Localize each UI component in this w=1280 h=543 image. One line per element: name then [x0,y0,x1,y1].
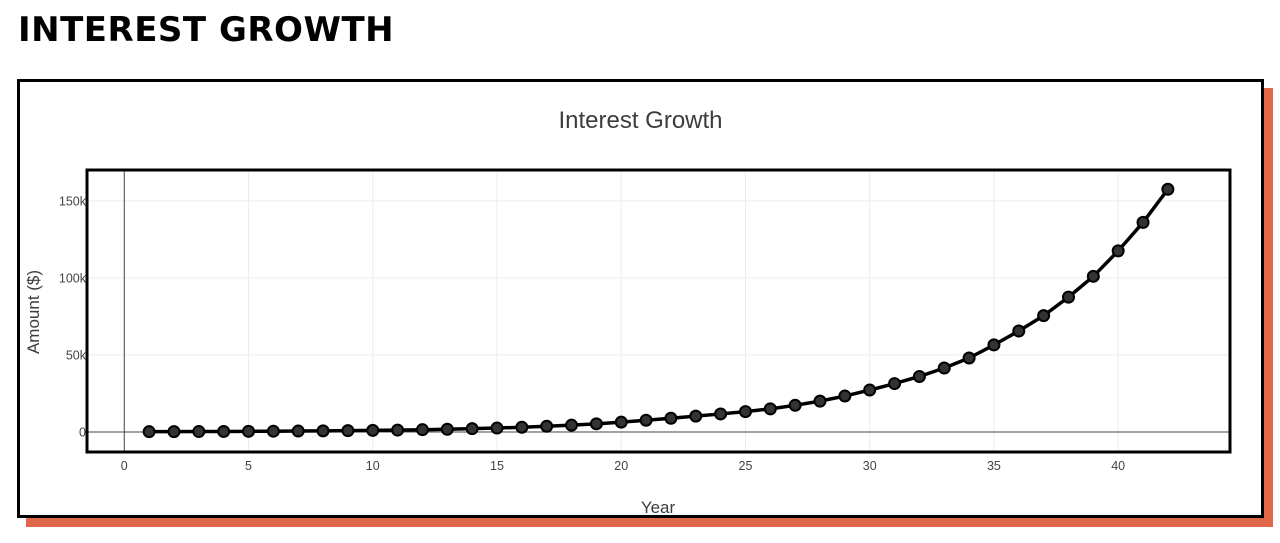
chart-card: 0 5 10 15 20 25 30 35 40 0 50k 100k 150k Interest Gr… [17,79,1264,518]
data-point [714,407,728,421]
y-tick-label: 50k [66,348,87,362]
series-line-group [142,182,1175,439]
series-line [149,188,1170,434]
data-point [490,421,504,435]
y-tick-label: 150k [59,194,87,208]
data-point [316,424,330,438]
data-point [888,377,902,391]
data-point [291,424,305,438]
data-point [465,422,479,436]
y-tick-label: 0 [79,425,86,439]
x-tick-label: 35 [987,459,1001,473]
data-point [167,425,181,439]
data-point [937,361,951,375]
x-tick-label: 20 [614,459,628,473]
data-point [440,422,454,436]
data-point [838,389,852,403]
data-point [415,423,429,437]
data-point [217,424,231,438]
data-point [142,425,156,439]
x-tick-label: 40 [1111,459,1125,473]
data-point [540,419,554,433]
x-tick-label: 5 [245,459,252,473]
data-point [1061,290,1075,304]
data-point [689,409,703,423]
y-tick-label: 100k [59,271,87,285]
data-point [962,351,976,365]
x-tick-label: 25 [739,459,753,473]
tick-labels: 0 5 10 15 20 25 30 35 40 0 50k 100k 150k [59,194,1125,473]
x-tick-label: 30 [863,459,877,473]
chart-title: Interest Growth [558,107,722,134]
data-point [391,423,405,437]
data-point [987,338,1001,352]
data-point [763,402,777,416]
y-axis-label: Amount ($) [24,270,43,354]
axes [87,170,1230,452]
grid-lines [87,170,1230,452]
data-point [639,413,653,427]
data-point [565,418,579,432]
data-point [1012,324,1026,338]
data-point [1037,309,1051,323]
data-point [664,411,678,425]
data-point [788,398,802,412]
data-point [266,424,280,438]
data-point [738,405,752,419]
x-tick-label: 0 [121,459,128,473]
data-point [1086,269,1100,283]
data-point [366,423,380,437]
x-tick-label: 15 [490,459,504,473]
data-point [1111,244,1125,258]
x-axis-label: Year [641,498,676,515]
data-point [1136,215,1150,229]
x-tick-label: 10 [366,459,380,473]
data-point [863,383,877,397]
data-point [242,424,256,438]
plot-frame [85,168,1232,454]
data-point [515,420,529,434]
data-point [1161,182,1175,196]
data-point [341,424,355,438]
data-point [912,369,926,383]
data-point [614,415,628,429]
data-point [192,425,206,439]
data-point [589,417,603,431]
data-point [813,394,827,408]
interest-growth-chart: 0 5 10 15 20 25 30 35 40 0 50k 100k 150k Interest Gr… [24,107,1232,515]
page-heading: INTEREST GROWTH [18,10,395,50]
